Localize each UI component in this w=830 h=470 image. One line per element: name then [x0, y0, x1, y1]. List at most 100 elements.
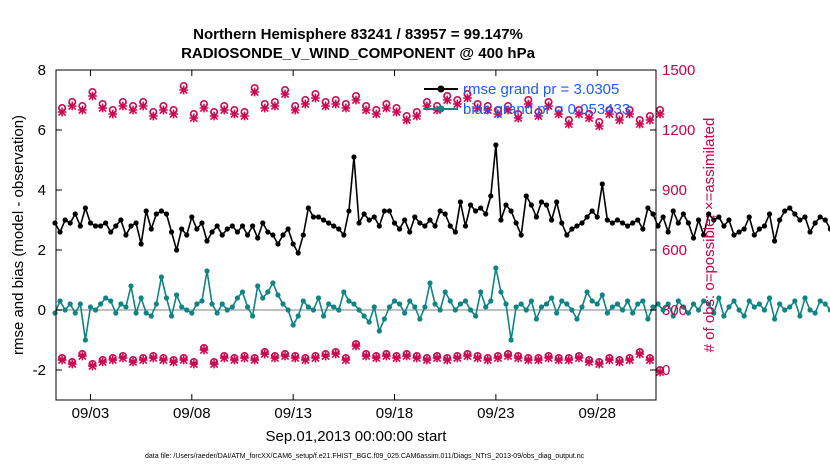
bias-series-point: [467, 307, 474, 313]
obs-assimilated-point: [422, 101, 432, 111]
rmse-series-point: [447, 223, 453, 229]
obs-assimilated-point: [77, 105, 87, 115]
rmse-series-point: [52, 220, 58, 226]
obs-assimilated-point: [422, 355, 432, 365]
rmse-series-point: [761, 223, 768, 229]
obs-assimilated-point: [300, 355, 310, 365]
bias-series-point: [371, 304, 377, 310]
obs-assimilated-point: [148, 353, 158, 363]
obs-assimilated-point: [240, 353, 249, 363]
rmse-series-point: [417, 220, 423, 226]
y-tick-label-right: 600: [662, 242, 687, 259]
bias-series-point: [199, 298, 205, 304]
bias-series-point: [685, 310, 692, 316]
bias-series-point: [427, 280, 433, 286]
bias-series-point: [726, 304, 732, 310]
bias-series-point: [280, 301, 286, 307]
bias-series-point: [635, 301, 641, 307]
obs-assimilated-point: [290, 105, 300, 115]
obs-assimilated-point: [564, 355, 574, 365]
obs-assimilated-point: [483, 105, 493, 115]
bias-series-point: [153, 301, 159, 307]
rmse-series-point: [356, 220, 362, 226]
obs-assimilated-point: [594, 359, 604, 369]
bias-series-point: [660, 307, 666, 313]
bias-series-point: [680, 304, 686, 310]
obs-assimilated-point: [615, 115, 624, 125]
bias-series-point: [472, 313, 479, 319]
obs-assimilated-point: [219, 105, 229, 115]
rmse-series-point: [812, 220, 818, 226]
bias-series-point: [391, 298, 398, 304]
bias-series-point: [143, 310, 149, 316]
bias-series-point: [52, 310, 58, 316]
bias-series-point: [528, 298, 534, 304]
bias-series-point: [802, 295, 808, 301]
bias-series-point: [716, 295, 722, 301]
bias-series-point: [549, 295, 555, 301]
rmse-series-point: [543, 202, 550, 208]
rmse-series-point: [194, 226, 200, 232]
rmse-series-point: [422, 223, 428, 229]
bias-series-point: [82, 337, 88, 343]
rmse-series-point: [396, 226, 403, 232]
rmse-series-point: [721, 223, 727, 229]
bias-series-point: [194, 301, 200, 307]
bias-series-point: [57, 298, 63, 304]
obs-assimilated-point: [88, 361, 97, 371]
rmse-series-point: [244, 232, 251, 238]
rmse-series-point: [270, 232, 276, 238]
bias-series-point: [260, 295, 266, 301]
plot-frame: [55, 69, 657, 401]
rmse-series-point: [290, 241, 296, 247]
bias-series-point: [518, 301, 524, 307]
rmse-series-point: [437, 208, 443, 214]
rmse-series-point: [782, 208, 788, 214]
bias-series-point: [761, 307, 768, 313]
bias-series-point: [756, 301, 762, 307]
rmse-series-point: [346, 208, 352, 214]
bias-series-point: [315, 295, 322, 301]
obs-assimilated-point: [402, 115, 412, 125]
rmse-series-point: [518, 232, 524, 238]
obs-assimilated-point: [159, 355, 168, 365]
obs-assimilated-point: [382, 103, 391, 113]
bias-series-point: [412, 304, 418, 310]
bias-series-point: [604, 310, 610, 316]
rmse-series-point: [239, 223, 246, 229]
bias-series-point: [265, 289, 271, 295]
obs-assimilated-point: [250, 355, 260, 365]
rmse-series-point: [310, 214, 317, 220]
rmse-series-point: [523, 193, 529, 199]
bias-series-point: [508, 337, 514, 343]
y-tick-label-left: 6: [38, 122, 46, 139]
bias-series-point: [244, 304, 251, 310]
obs-assimilated-point: [321, 351, 330, 361]
axes-layer: -2 0 2 4 6 8 0 300 600 900 1200 1500 09/03 09/08 09/13…: [33, 62, 696, 422]
obs-assimilated-point: [138, 355, 148, 365]
obs-assimilated-point: [452, 353, 462, 363]
bias-series-point: [690, 301, 697, 307]
bias-series-point: [614, 301, 621, 307]
bias-series-point: [594, 301, 600, 307]
rmse-series-point: [67, 220, 73, 226]
bias-series-point: [402, 310, 408, 316]
bias-series-point: [87, 304, 94, 310]
obs-assimilated-point: [199, 345, 209, 355]
rmse-series-point: [756, 226, 762, 232]
obs-assimilated-point: [128, 357, 138, 367]
obs-assimilated-point: [341, 355, 351, 365]
bias-series-point: [123, 304, 129, 310]
obs-assimilated-point: [655, 109, 665, 119]
bias-series-point: [746, 298, 752, 304]
rmse-series-point: [827, 226, 830, 232]
rmse-series-point: [584, 214, 590, 220]
bias-series-point: [574, 316, 580, 322]
bias-series-point: [675, 298, 681, 304]
bias-series-point: [270, 280, 276, 286]
bias-series-point: [361, 313, 367, 319]
bias-series-point: [640, 298, 646, 304]
rmse-series-point: [589, 208, 595, 214]
rmse-series-point: [351, 154, 357, 160]
rmse-series-point: [381, 208, 387, 214]
